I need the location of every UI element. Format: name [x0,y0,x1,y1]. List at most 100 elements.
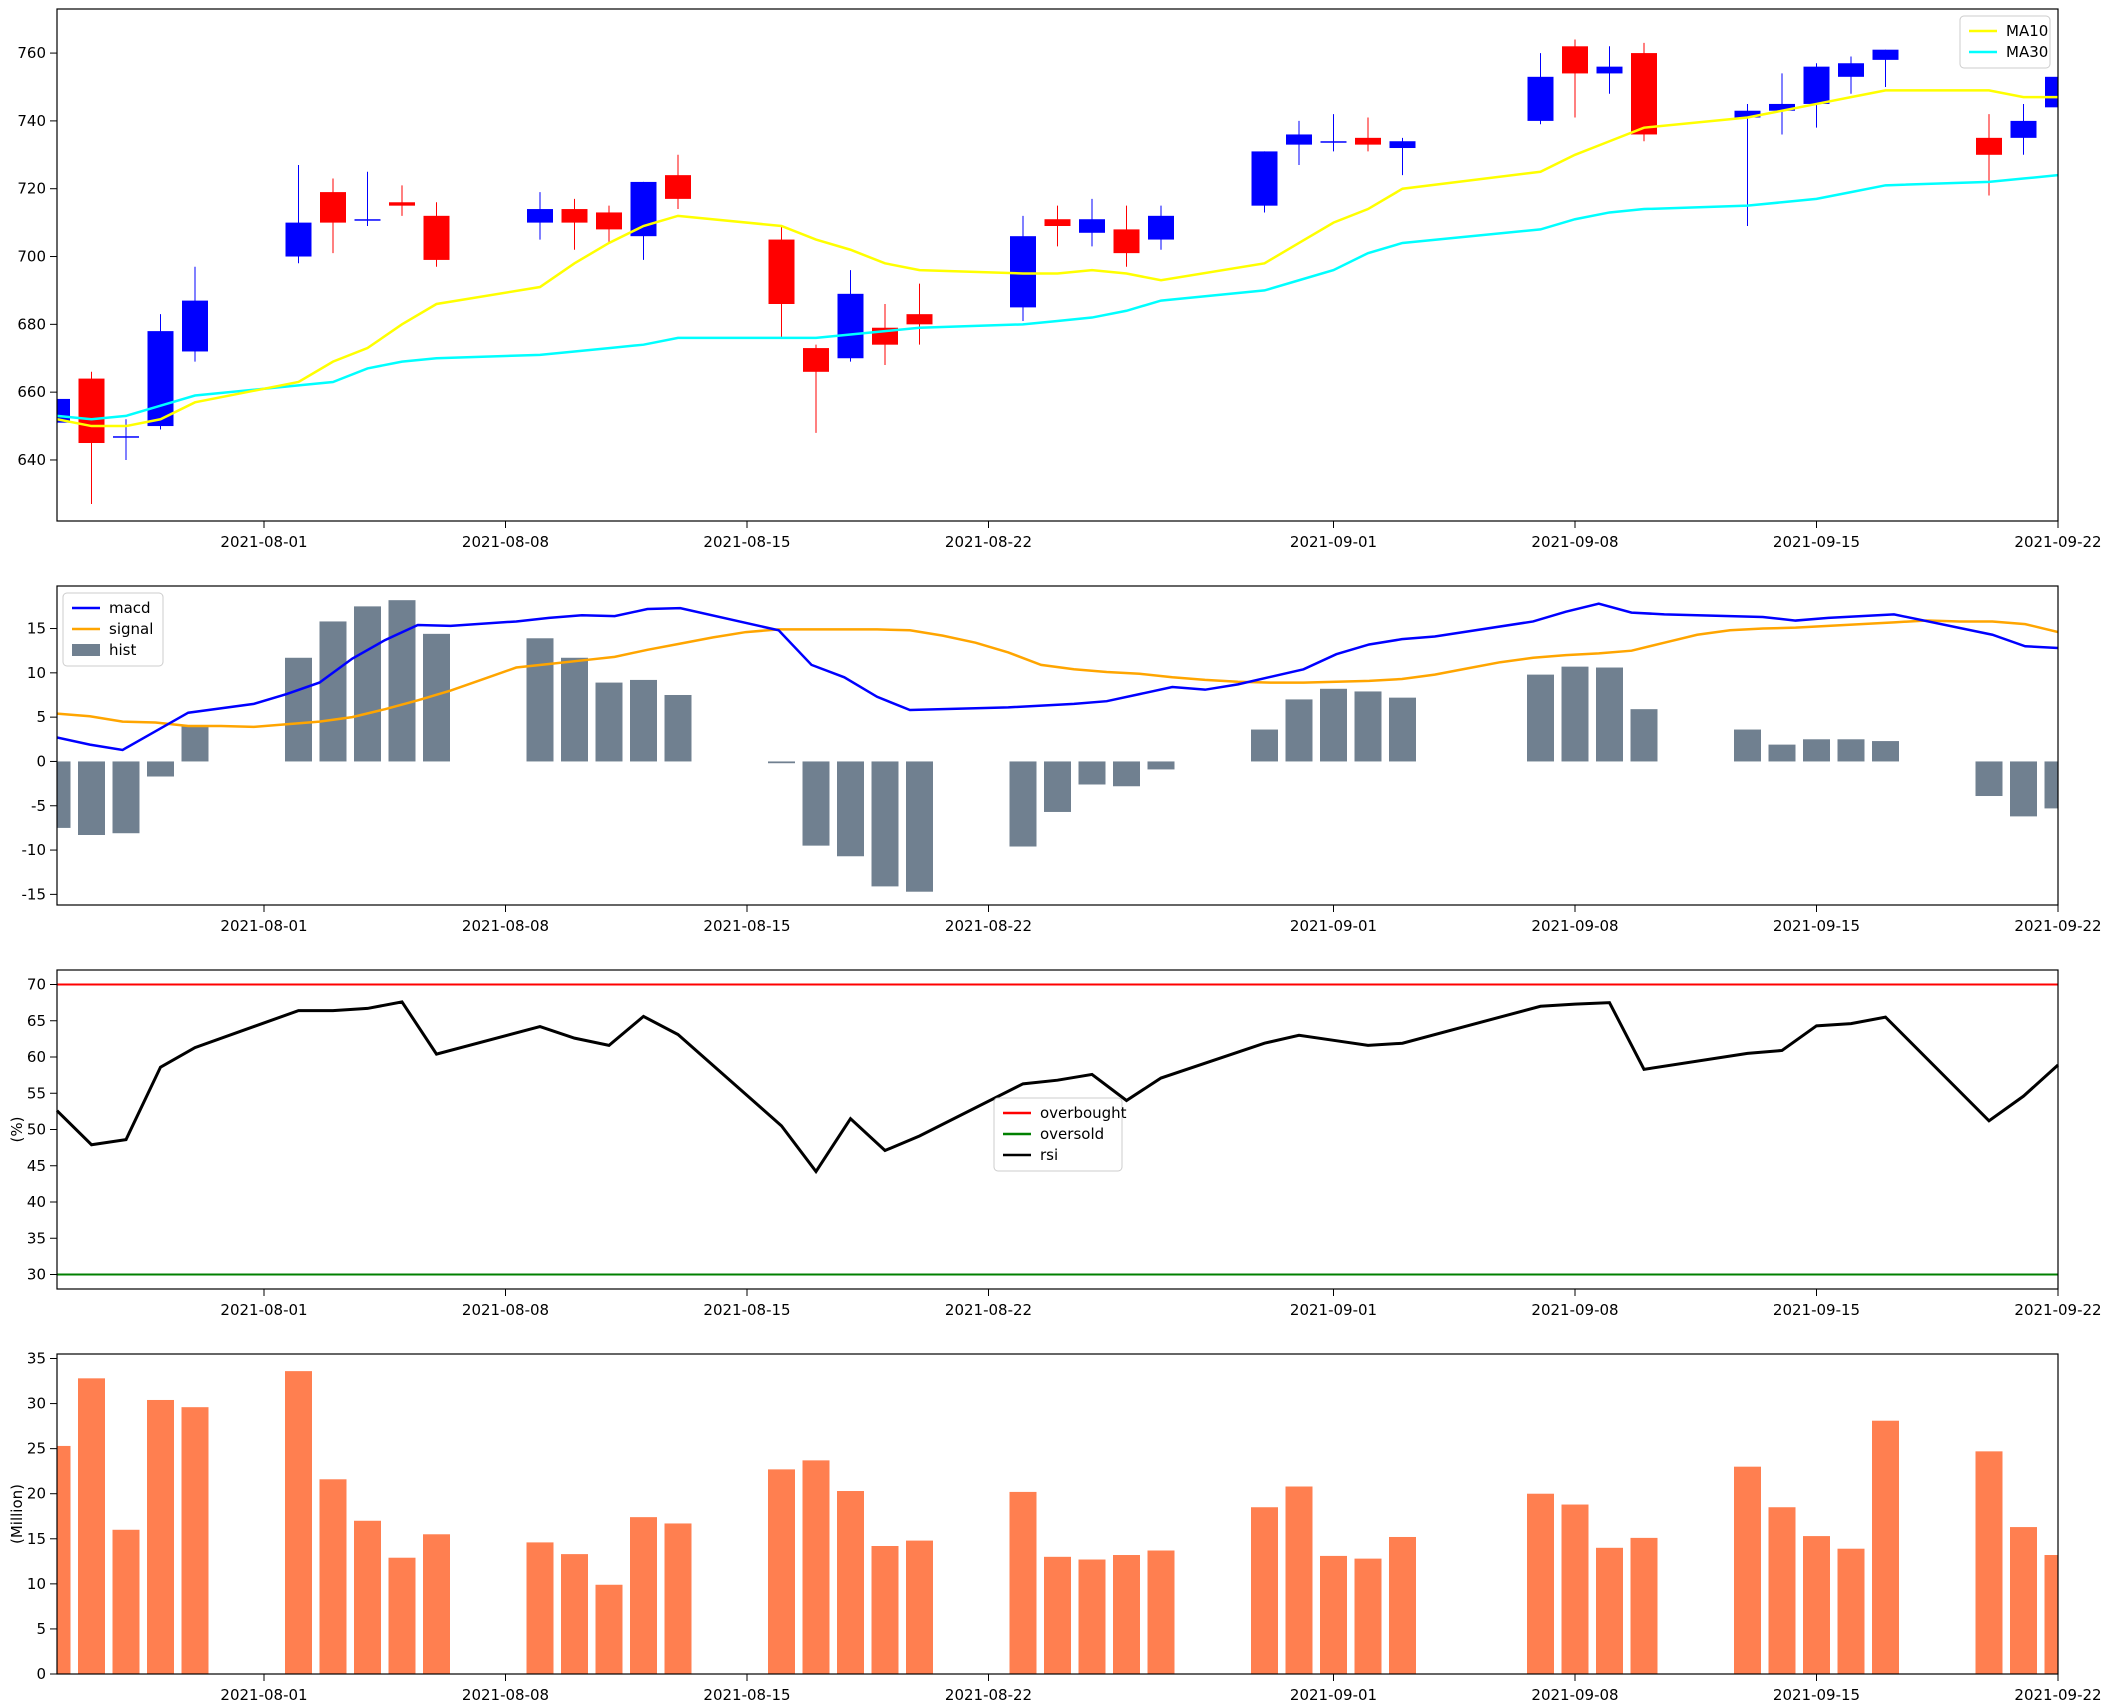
0-xtick-label: 2021-08-08 [462,533,549,551]
candle-body [596,212,622,230]
macd-hist-bar [1803,739,1830,762]
macd-hist-bar [1561,666,1589,762]
1-ytick-label: 10 [27,664,46,682]
macd-hist-bar [1389,697,1416,762]
volume-bar [1354,1558,1382,1674]
candle-body [113,436,139,438]
macd-panel: -15 -10 -5 0 5 10 15 2021-08-01 2021-08-08 2021-0… [22,585,2102,935]
volume-bar [630,1517,657,1674]
candle-body [1113,229,1140,254]
macd-hist-bar [1251,729,1278,762]
volume-bar [285,1371,312,1674]
macd-hist-bar [1078,761,1106,785]
candle-body [1389,141,1416,149]
candle-body [837,293,864,359]
1-axes-frame [56,585,2059,906]
volume-bar [181,1407,209,1674]
candle-body [561,209,588,223]
price-candlestick-panel: 640 660 680 700 720 740 760 2021-08-01 2021-08-0… [17,8,2102,551]
legend-label: MA10 [2006,22,2048,40]
rsi-panel: 30 35 40 45 50 55 60 65 70 2021-08-01 2021-08-08 20… [8,969,2102,1319]
candle-body [1148,215,1174,240]
ma10-line [57,89,2058,428]
volume-bar [1975,1451,2003,1674]
2-ytick-label: 35 [27,1229,46,1247]
volume-bar [1803,1536,1830,1674]
macd-line [57,602,2058,752]
macd-hist-bar [1009,761,1037,847]
candle-body [320,192,346,223]
macd-hist-bar [1147,761,1175,770]
volume-bar [2010,1527,2037,1674]
volume-bar [354,1520,381,1674]
candle-body [527,209,553,223]
volume-panel: 0 5 10 15 20 25 30 35 2021-08-01 2021-08-08 2021-0… [8,1350,2102,1704]
volume-bar [802,1460,830,1674]
candle-body [1976,137,2002,155]
macd-hist-bar [285,657,312,762]
macd-hist-bar [1354,691,1382,762]
1-xtick-label: 2021-08-08 [462,917,549,935]
volume-bar [561,1554,588,1674]
legend-label: oversold [1040,1125,1104,1143]
candle-body [2010,120,2037,138]
3-ytick-label: 35 [27,1350,46,1368]
macd-hist-bar [1872,741,1899,762]
macd-hist-bar [837,761,864,857]
macd-hist-bar [112,761,140,834]
candle-body [768,239,795,304]
1-xtick-label: 2021-08-01 [220,917,307,935]
0-ytick-label: 740 [17,112,46,130]
macd-hist-bar [768,761,795,764]
0-xtick-label: 2021-09-15 [1773,533,1860,551]
macd-hist-bar [1837,739,1865,762]
candle-body [389,202,415,206]
2-ytick-label: 50 [27,1121,46,1139]
volume-bar [768,1469,795,1674]
legend-label: macd [109,599,151,617]
3-xtick-label: 2021-08-22 [945,1686,1032,1704]
2-xtick-label: 2021-08-01 [220,1301,307,1319]
macd-hist-bar [181,726,209,762]
2-ytick-label: 30 [27,1266,46,1284]
3-ytick-label: 30 [27,1395,46,1413]
1-ytick-label: 0 [36,752,46,770]
volume-bar [1113,1555,1140,1674]
ma30-line [57,173,2058,421]
volume-bar [595,1584,623,1674]
volume-bar [57,1445,71,1674]
macd-hist-bar [906,761,933,892]
macd-hist-bar [1320,688,1347,762]
macd-hist-bar [1044,761,1071,812]
3-ytick-label: 10 [27,1575,46,1593]
1-xtick-label: 2021-08-22 [945,917,1032,935]
macd-hist-bar [1975,761,2003,797]
volume-bar [1768,1507,1796,1674]
3-xtick-label: 2021-09-15 [1773,1686,1860,1704]
0-ytick-label: 660 [17,383,46,401]
volume-ylabel: (Million) [8,1484,26,1544]
2-ytick-label: 60 [27,1048,46,1066]
macd-hist-bar [78,761,105,835]
3-ytick-label: 15 [27,1530,46,1548]
2-ytick-label: 55 [27,1084,46,1102]
macd-hist-bar [354,606,381,762]
macd-hist-bar [595,682,623,762]
macd-hist-bar [1596,667,1623,762]
macd-hist-bar [664,694,692,762]
3-xtick-label: 2021-08-15 [703,1686,790,1704]
volume-bar [1389,1536,1416,1674]
volume-bar [1147,1550,1175,1674]
legend-box [1959,15,2051,69]
0-ytick-label: 700 [17,248,46,266]
candle-body [1734,110,1761,118]
2-ytick-label: 65 [27,1012,46,1030]
candle-body [1251,151,1278,206]
volume-bar [1561,1504,1589,1674]
volume-bar [78,1378,105,1674]
2-xtick-label: 2021-09-08 [1531,1301,1618,1319]
1-ytick-label: -5 [31,797,46,815]
candle-body [78,378,105,444]
candle-body [2045,76,2058,108]
candle-body [1527,76,1554,121]
